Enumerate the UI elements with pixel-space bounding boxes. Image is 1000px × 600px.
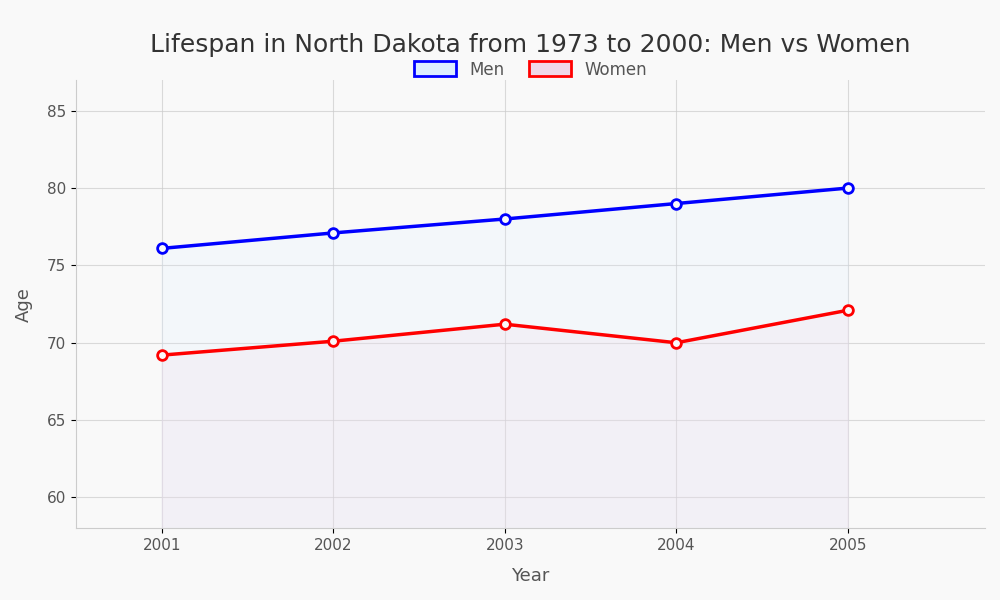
Men <box>499 215 511 223</box>
Women <box>670 339 682 346</box>
Title: Lifespan in North Dakota from 1973 to 2000: Men vs Women: Lifespan in North Dakota from 1973 to 20… <box>150 33 911 57</box>
Men <box>842 184 854 191</box>
Line: Men: Men <box>157 183 853 253</box>
Men <box>670 200 682 207</box>
Men <box>327 229 339 236</box>
Legend: Men, Women: Men, Women <box>406 52 655 87</box>
Women <box>499 320 511 328</box>
Line: Women: Women <box>157 305 853 360</box>
Women <box>842 307 854 314</box>
Men <box>156 245 168 252</box>
Y-axis label: Age: Age <box>15 287 33 322</box>
X-axis label: Year: Year <box>511 567 550 585</box>
Women <box>327 338 339 345</box>
Women <box>156 352 168 359</box>
